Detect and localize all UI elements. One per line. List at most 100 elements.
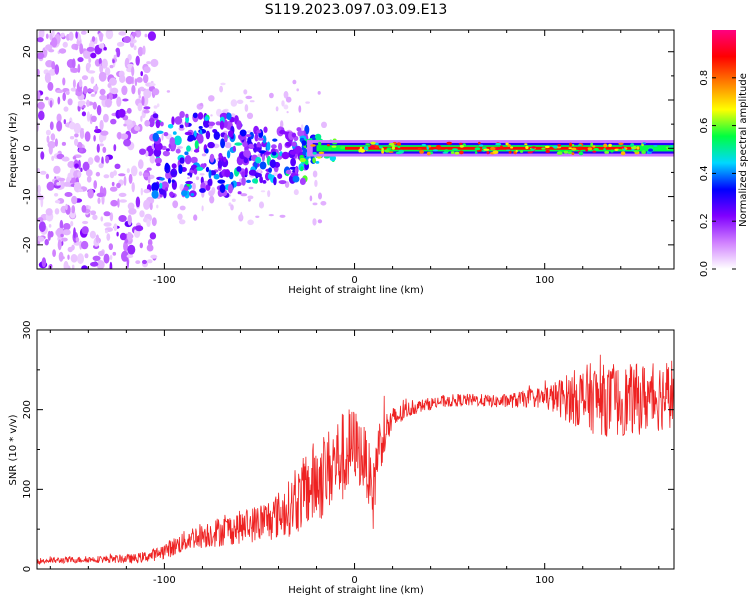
spectrogram-blob [103, 174, 110, 179]
spectrogram-blob [93, 180, 97, 190]
spectrogram-blob [90, 93, 96, 97]
spectrogram-blob [312, 170, 318, 178]
spectrogram-blob [131, 32, 137, 37]
spectrogram-blob [90, 52, 97, 59]
spectrogram-blob [279, 214, 286, 218]
spectrogram-blob [87, 70, 96, 74]
spectrogram-blob [236, 99, 244, 105]
spectrogram-blob [452, 148, 458, 151]
spectrogram-blob [81, 265, 88, 269]
spectrogram-blob [143, 88, 152, 99]
spectrogram-blob [92, 214, 98, 220]
spectrogram-blob [91, 36, 96, 42]
snr-ytick-label: 0 [22, 566, 33, 572]
spectrogram-blob [266, 141, 271, 151]
colorbar-tick-label: 0.0 [699, 261, 710, 277]
spectrogram-blob [237, 191, 242, 195]
spectrogram-blob [98, 57, 102, 65]
spectrogram-blob [255, 215, 260, 218]
spectrogram-blob [495, 147, 500, 151]
spectrogram-blob [90, 261, 99, 267]
spectrogram-blob [119, 74, 126, 84]
spectrogram-blob [161, 145, 167, 151]
spectrogram-blob [147, 259, 153, 264]
spectrogram-blob [114, 163, 121, 169]
spectrogram-blob [435, 145, 442, 149]
spectrogram-blob [71, 205, 76, 214]
spectrogram-blob [199, 173, 205, 176]
spectrogram-blob [139, 242, 143, 249]
spectrogram-blob [116, 182, 121, 189]
spectrogram-blob [109, 261, 113, 269]
spectrogram-blob [94, 128, 102, 134]
spectrogram-blob [90, 115, 97, 123]
spectrogram-blob [263, 126, 268, 133]
spectrogram-blob [90, 76, 95, 84]
spectrogram-blob [167, 124, 174, 129]
spectrogram-blob [490, 146, 496, 151]
spectrogram-blob [93, 85, 99, 92]
spectrogram-blob [391, 146, 395, 150]
spectrogram-blob [459, 144, 464, 148]
spectrogram-blob [82, 161, 90, 172]
spectrogram-blob [77, 171, 82, 177]
spectrogram-blob [297, 130, 305, 137]
spectrogram-blob [150, 58, 159, 68]
spectrogram-xtick-label: 0 [351, 275, 357, 286]
spectrogram-blob [312, 151, 317, 155]
spectrogram-blob [65, 203, 68, 211]
spectrogram-blob [74, 138, 79, 146]
spectrogram-blob [260, 190, 266, 193]
spectrogram-blob [131, 84, 136, 95]
spectrogram-blob [139, 86, 145, 92]
spectrogram-blob [285, 169, 292, 175]
spectrogram-blob [381, 150, 385, 154]
spectrogram-blob [495, 142, 502, 146]
spectrogram-blob [369, 144, 376, 149]
spectrogram-blob [154, 142, 163, 151]
spectrogram-blob [332, 142, 338, 145]
spectrogram-blob [193, 130, 197, 138]
spectrogram-blob [255, 147, 262, 152]
spectrogram-blob [159, 182, 163, 189]
spectrogram-blob [77, 100, 86, 106]
spectrogram-blob [109, 186, 118, 192]
spectrogram-blob [243, 157, 249, 164]
spectrogram-blob [87, 188, 94, 199]
spectrogram-blob [428, 145, 432, 148]
spectrogram-blob [54, 138, 59, 147]
spectrogram-blob [301, 140, 307, 146]
spectrogram-blob [38, 221, 46, 233]
spectrogram-blob [272, 138, 278, 142]
spectrogram-blob [40, 151, 45, 160]
spectrogram-blob [92, 101, 98, 110]
spectrogram-blob [397, 146, 401, 149]
spectrogram-blob [126, 107, 132, 114]
spectrogram-blob [209, 153, 215, 163]
spectrogram-blob [179, 111, 185, 118]
spectrogram-blob [118, 108, 126, 118]
spectrogram-blob [103, 211, 111, 217]
spectrogram-blob [62, 41, 68, 48]
spectrogram-blob [178, 126, 185, 131]
spectrogram-blob [196, 133, 204, 144]
spectrogram-blob [37, 184, 41, 194]
spectrogram-blob [128, 173, 133, 184]
spectrogram-blob [67, 98, 73, 106]
spectrogram-blob [37, 217, 44, 223]
spectrogram-blob [620, 151, 626, 156]
spectrogram-blob [96, 260, 105, 269]
spectrogram-blob [320, 201, 327, 206]
spectrogram-blob [636, 146, 640, 150]
spectrogram-blob [134, 125, 141, 132]
spectrogram-blob [483, 148, 490, 151]
spectrogram-blob [116, 231, 119, 237]
spectrogram-blob [104, 98, 112, 108]
snr-ticks: -100 0 100 0 100 200 300 [22, 320, 674, 586]
spectrogram-blob [126, 232, 133, 242]
spectrogram-blob [247, 195, 254, 200]
spectrogram-blob [46, 135, 50, 143]
spectrogram-blob [120, 133, 129, 140]
spectrogram-blob [642, 142, 646, 145]
